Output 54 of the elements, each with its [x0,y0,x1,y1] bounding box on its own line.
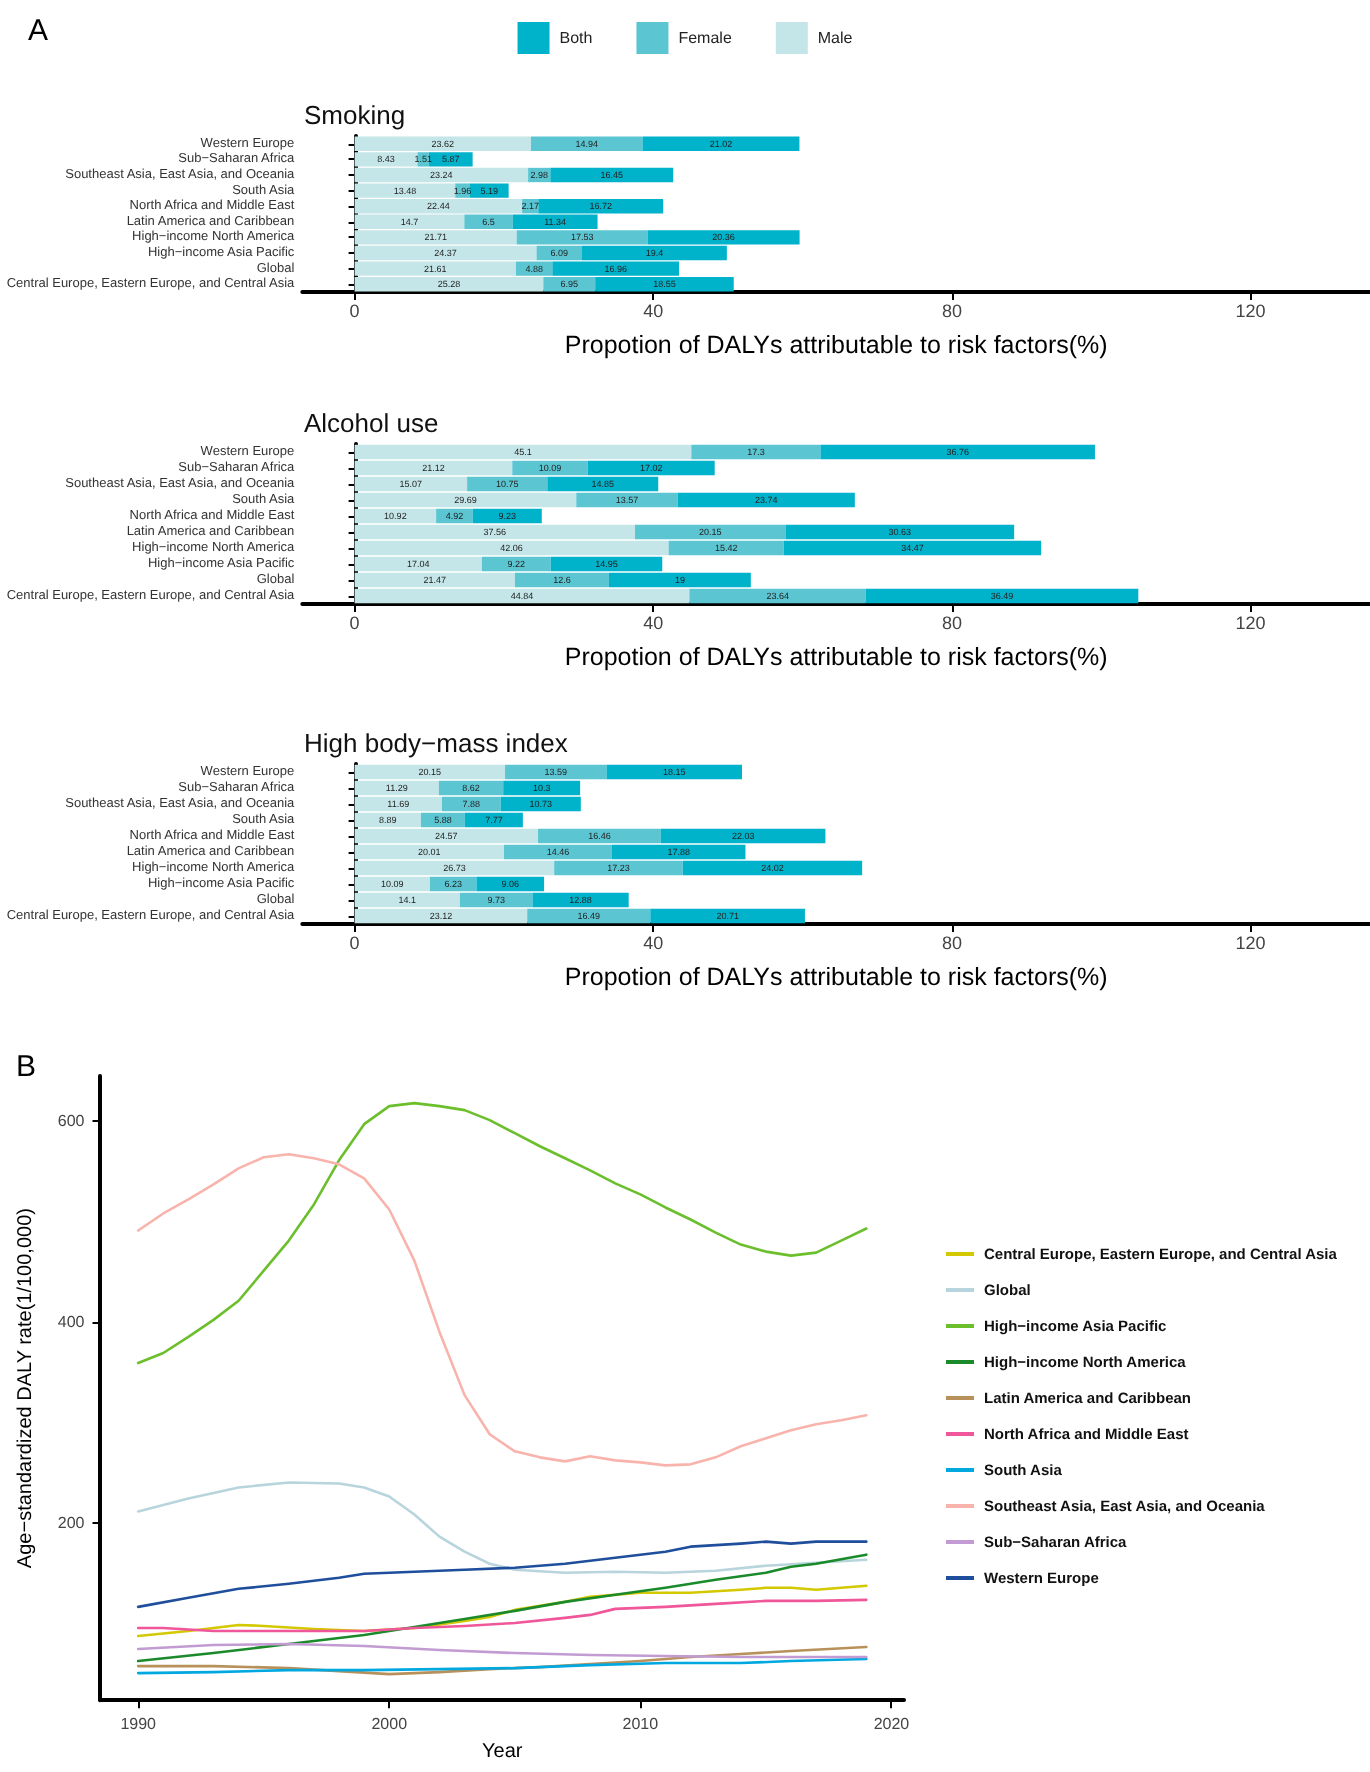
x-tick-label: 0 [349,933,360,953]
bar [428,152,473,167]
y-tick-label: 400 [57,1312,86,1331]
x-tick-label: 2000 [371,1715,409,1734]
bar [550,167,674,183]
y-axis-title: Age−standardized DALY rate(1/100,000) [15,1208,37,1569]
line-series [136,1598,868,1633]
x-tick-label: 80 [941,301,962,321]
bar [650,908,805,924]
line-series [136,1481,868,1575]
bar [530,136,643,151]
x-tick-label: 120 [1235,933,1266,953]
x-tick-label: 80 [941,613,962,633]
x-tick-label: 2010 [622,1715,660,1734]
x-tick-label: 120 [1235,613,1266,633]
line-series [136,1657,868,1675]
line-series [136,1101,868,1365]
bar [820,444,1095,460]
bar [464,214,513,229]
bar [691,444,821,460]
x-axis-title: Propotion of DALYs attributable to risk factors(%) [564,963,1108,991]
x-tick-label: 40 [643,613,664,633]
line-series [136,1152,868,1467]
bar [606,764,743,780]
chart-title: High body−mass index [304,728,569,758]
bar [642,136,800,151]
bar [689,588,866,604]
x-tick-label: 40 [643,933,664,953]
text: B [16,1050,37,1084]
x-tick-label: 40 [643,301,664,321]
bar [469,183,509,198]
bar [865,588,1139,604]
y-tick-label: 200 [57,1513,86,1532]
line-series [136,1540,868,1609]
chart-title: Smoking [304,100,406,130]
bar [677,492,855,508]
y-tick-label: 600 [57,1112,86,1131]
chart-title: Alcohol use [304,408,439,438]
x-tick-label: 1990 [120,1715,158,1734]
legend-label: Female [678,29,733,47]
x-axis-title: Year [482,1741,524,1763]
legend-label: Both [559,29,593,47]
x-tick-label: 0 [349,301,360,321]
x-tick-label: 120 [1235,301,1266,321]
line-series [136,1645,868,1676]
line-series [136,1642,868,1659]
x-tick-label: 0 [349,613,360,633]
x-tick-label: 2020 [873,1715,911,1734]
x-axis-title: Propotion of DALYs attributable to risk factors(%) [564,643,1108,671]
x-axis-title: Propotion of DALYs attributable to risk factors(%) [564,331,1108,359]
line-series [136,1553,868,1663]
text: A [28,14,49,48]
x-tick-label: 80 [941,933,962,953]
legend-label: Male [817,29,854,47]
